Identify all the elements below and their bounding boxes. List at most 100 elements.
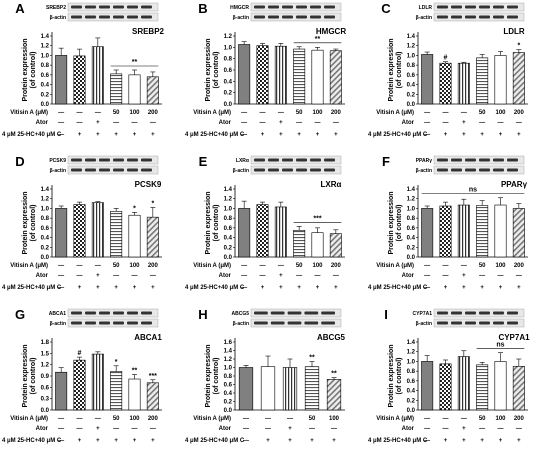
y-tick-label: 0.0 xyxy=(41,102,50,108)
condition-value: + xyxy=(261,285,265,291)
blot-band xyxy=(141,311,152,315)
y-tick-label: 0.6 xyxy=(41,73,50,79)
condition-value: 200 xyxy=(514,110,525,116)
condition-value: — xyxy=(77,426,83,432)
blot-band xyxy=(437,5,448,9)
condition-label: 4 μM 25-HC+40 μM C xyxy=(368,132,428,138)
y-tick-label: 1.2 xyxy=(41,363,50,369)
bar xyxy=(457,62,470,105)
condition-value: — xyxy=(516,273,522,279)
blot-band xyxy=(507,5,518,9)
condition-value: + xyxy=(462,120,466,126)
y-tick-label: 1.0 xyxy=(407,206,416,212)
bar xyxy=(110,73,123,105)
blot-band xyxy=(254,321,268,325)
panel-h: H ABCG5 β-actin 0.0 0.2 0.4 0.6 0.8 1.0 1.2 1.4 1.6… xyxy=(185,307,346,444)
blot-band xyxy=(268,158,279,162)
panel-title: LXRα xyxy=(321,180,342,189)
blot-band xyxy=(71,158,82,162)
y-tick-label: 0.8 xyxy=(41,63,50,69)
blot-band xyxy=(324,158,335,162)
y-tick-label: 0.6 xyxy=(41,385,50,391)
blot-band xyxy=(493,15,504,19)
panel-letter: C xyxy=(381,1,391,16)
condition-label: Vitisin A (μM) xyxy=(10,110,48,116)
condition-value: + xyxy=(96,273,100,279)
condition-value: — xyxy=(424,132,430,138)
blot-band xyxy=(113,168,124,172)
bar xyxy=(128,378,141,411)
condition-value: — xyxy=(424,120,430,126)
y-tick-label: 0.0 xyxy=(41,408,50,414)
condition-value: + xyxy=(78,438,82,444)
condition-value: — xyxy=(260,273,266,279)
panel-title: HMGCR xyxy=(316,27,346,36)
y-axis-label-line: (of control) xyxy=(213,205,220,242)
y-tick-label: 0.0 xyxy=(407,408,416,414)
condition-value: — xyxy=(77,263,83,269)
y-tick-label: 1.4 xyxy=(224,349,233,355)
panel-title: SREBP2 xyxy=(132,27,165,36)
condition-value: + xyxy=(462,426,466,432)
condition-value: — xyxy=(278,110,284,116)
blot-band xyxy=(254,5,265,9)
panel-i: I CYP7A1 β-actin 0.0 0.2 0.4 0.6 0.8 1.0 1.2 1.4 Pr… xyxy=(368,307,530,444)
y-tick-label: 0.6 xyxy=(41,226,50,232)
blot-label: ABCA1 xyxy=(49,311,66,317)
bar xyxy=(421,54,434,105)
y-axis-label-line: Protein expression xyxy=(388,38,395,101)
blot-band xyxy=(85,5,96,9)
blot-band xyxy=(507,158,518,162)
y-axis-label-line: (of control) xyxy=(213,52,220,89)
blot-band xyxy=(507,311,518,315)
condition-value: — xyxy=(443,110,449,116)
panel-letter: A xyxy=(15,1,25,16)
condition-value: + xyxy=(462,273,466,279)
blot-band xyxy=(127,15,138,19)
blot-band xyxy=(507,321,518,325)
condition-value: + xyxy=(96,285,100,291)
y-axis-label-line: Protein expression xyxy=(388,191,395,254)
y-tick-label: 0.0 xyxy=(407,255,416,261)
blot-band xyxy=(465,321,476,325)
condition-value: — xyxy=(241,132,247,138)
y-tick-label: 0.8 xyxy=(41,216,50,222)
panel-a: A SREBP2 β-actin 0.0 0.2 0.4 0.6 0.8 1.0 1.2 1.4 Pr… xyxy=(2,1,165,138)
blot-band xyxy=(437,321,448,325)
blot-band xyxy=(304,321,319,325)
condition-value: + xyxy=(78,132,82,138)
blot-band xyxy=(71,168,82,172)
blot-label: PPARγ xyxy=(416,158,433,164)
bar xyxy=(238,208,251,258)
bar xyxy=(238,44,251,105)
bar xyxy=(304,366,320,411)
y-tick-label: 1.5 xyxy=(41,351,50,357)
condition-label: 4 μM 25-HC+40 μM C xyxy=(185,132,245,138)
condition-value: + xyxy=(499,438,503,444)
significance-label: ** xyxy=(309,355,315,362)
condition-label: Ator xyxy=(36,426,49,432)
blot-label: SREBP2 xyxy=(46,5,66,11)
condition-value: + xyxy=(462,438,466,444)
y-axis-label: Protein expression(of control) xyxy=(22,38,37,101)
condition-value: — xyxy=(77,120,83,126)
panel-letter: F xyxy=(382,154,390,169)
bar xyxy=(311,49,324,105)
bar xyxy=(494,361,507,411)
blot-band xyxy=(85,168,96,172)
blot-band xyxy=(99,168,110,172)
bar xyxy=(260,366,276,411)
blot-band xyxy=(99,321,110,325)
bar xyxy=(512,208,525,258)
condition-value: — xyxy=(287,416,293,422)
condition-value: 100 xyxy=(495,110,506,116)
blot-label: HMGCR xyxy=(230,5,249,11)
condition-label: Ator xyxy=(219,426,232,432)
y-tick-label: 0.0 xyxy=(224,408,233,414)
blot-label: β-actin xyxy=(233,168,249,174)
condition-label: 4 μM 25-HC+40 μM C xyxy=(2,285,62,291)
blot-band xyxy=(493,158,504,162)
y-tick-label: 0.6 xyxy=(224,226,233,232)
condition-value: + xyxy=(288,438,292,444)
